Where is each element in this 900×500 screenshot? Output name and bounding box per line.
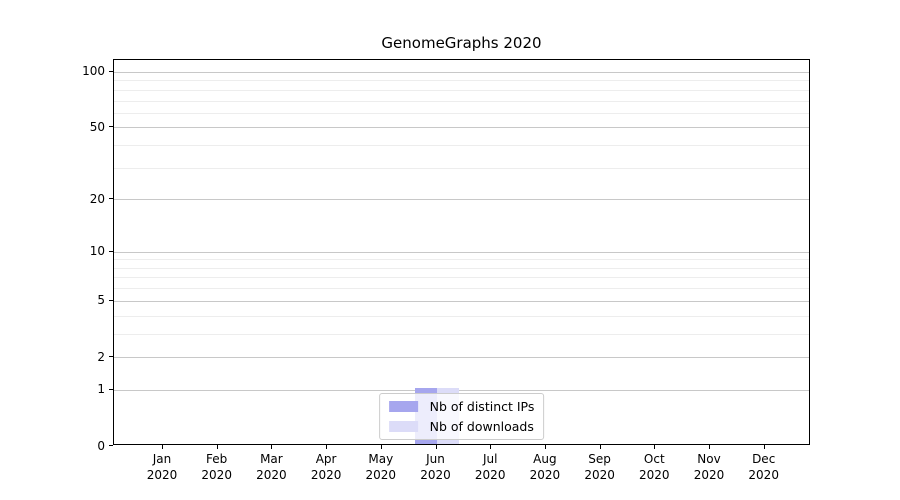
- y-tick-label: 5: [97, 293, 105, 308]
- y-tick-label: 20: [89, 191, 105, 206]
- x-tick-label: Mar 2020: [256, 452, 287, 482]
- y-tick-mark: [109, 356, 113, 357]
- y-tick-label: 0: [97, 438, 105, 453]
- plot-area: Nb of distinct IPs Nb of downloads: [113, 59, 810, 445]
- x-tick-label: May 2020: [365, 452, 397, 482]
- y-tick-mark: [109, 70, 113, 72]
- x-tick-label: Aug 2020: [529, 452, 561, 482]
- gridline-minor: [114, 277, 809, 279]
- gridline-minor: [114, 333, 809, 335]
- gridline-major: [114, 251, 809, 253]
- x-tick-mark: [162, 445, 163, 449]
- y-tick-label: 2: [97, 349, 105, 364]
- y-tick-mark: [109, 198, 113, 200]
- gridline-major: [114, 389, 809, 391]
- x-tick-mark: [763, 445, 765, 449]
- x-tick-label: Feb 2020: [201, 452, 232, 482]
- legend-label: Nb of distinct IPs: [429, 399, 535, 414]
- x-tick-mark: [216, 445, 218, 449]
- x-tick-label: Nov 2020: [693, 452, 725, 482]
- gridline-minor: [114, 259, 809, 261]
- legend-label: Nb of downloads: [429, 419, 534, 434]
- legend: Nb of distinct IPs Nb of downloads: [378, 393, 545, 440]
- gridline-minor: [114, 315, 809, 317]
- x-tick-mark: [490, 445, 492, 449]
- x-tick-mark: [435, 445, 437, 449]
- legend-swatch: [388, 421, 418, 432]
- x-tick-label: Oct 2020: [639, 452, 670, 482]
- gridline-major: [114, 300, 809, 302]
- chart-title: GenomeGraphs 2020: [381, 34, 542, 52]
- x-tick-mark: [599, 445, 601, 449]
- gridline-major: [114, 127, 809, 129]
- y-tick-label: 10: [89, 244, 105, 259]
- legend-entry-nb-of-downloads: Nb of downloads: [388, 419, 535, 434]
- x-tick-label: Sep 2020: [584, 452, 615, 482]
- gridline-major: [114, 357, 809, 358]
- gridline-minor: [114, 112, 809, 114]
- x-tick-mark: [380, 445, 382, 449]
- x-tick-label: Jun 2020: [420, 452, 451, 482]
- x-tick-mark: [654, 445, 656, 449]
- y-tick-mark: [109, 445, 113, 446]
- y-tick-label: 100: [82, 64, 105, 79]
- x-tick-label: Jan 2020: [146, 452, 178, 482]
- legend-swatch: [388, 401, 418, 412]
- gridline-minor: [114, 288, 809, 290]
- x-tick-label: Jul 2020: [474, 452, 506, 482]
- y-tick-label: 1: [97, 382, 105, 397]
- gridline-minor: [114, 89, 809, 91]
- y-tick-mark: [109, 299, 113, 301]
- gridline-major: [114, 199, 809, 201]
- y-tick-mark: [109, 250, 113, 252]
- x-tick-label: Dec 2020: [748, 452, 779, 482]
- y-tick-mark: [109, 126, 113, 128]
- x-tick-mark: [271, 445, 273, 449]
- gridline-major: [114, 71, 809, 73]
- y-tick-mark: [109, 388, 113, 390]
- x-tick-mark: [544, 445, 546, 449]
- gridline-minor: [114, 167, 809, 169]
- gridline-minor: [114, 80, 809, 82]
- legend-entry-nb-of-distinct-ips: Nb of distinct IPs: [388, 399, 535, 414]
- x-tick-label: Apr 2020: [310, 452, 342, 482]
- gridline-minor: [114, 145, 809, 146]
- y-tick-label: 50: [89, 119, 105, 134]
- gridline-minor: [114, 100, 809, 102]
- x-tick-mark: [709, 445, 710, 449]
- x-tick-mark: [326, 445, 328, 449]
- gridline-minor: [114, 267, 809, 269]
